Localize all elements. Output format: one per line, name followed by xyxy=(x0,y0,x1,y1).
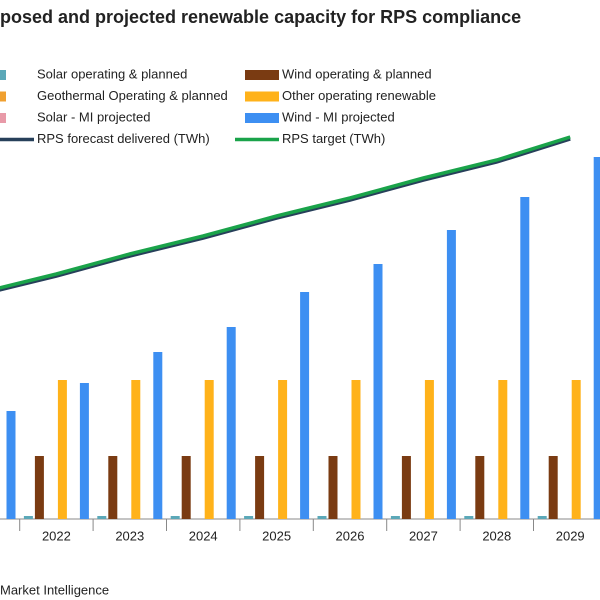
bar xyxy=(537,516,547,519)
legend-swatch xyxy=(245,113,279,123)
line xyxy=(0,137,571,292)
bar xyxy=(181,456,191,519)
legend-swatch xyxy=(0,91,6,102)
bar xyxy=(204,380,214,519)
chart-title: posed and projected renewable capacity f… xyxy=(0,7,521,27)
legend-label: RPS forecast delivered (TWh) xyxy=(37,131,210,146)
x-tick-label: 2029 xyxy=(556,528,585,543)
bar xyxy=(464,516,474,519)
bar xyxy=(548,456,558,519)
bar xyxy=(97,516,107,519)
bar xyxy=(328,456,338,519)
bar xyxy=(571,380,581,519)
bar xyxy=(475,456,485,519)
x-tick-label: 2028 xyxy=(482,528,511,543)
bar xyxy=(520,197,530,519)
bar xyxy=(351,380,361,519)
legend-label: Solar operating & planned xyxy=(37,66,187,81)
bar xyxy=(498,380,508,519)
x-tick-label: 2023 xyxy=(115,528,144,543)
source: Market Intelligence xyxy=(0,582,109,597)
bar xyxy=(255,456,265,519)
legend-label: Solar - MI projected xyxy=(37,109,150,124)
legend-label: Other operating renewable xyxy=(282,88,436,103)
bar xyxy=(6,411,16,519)
bar xyxy=(57,380,67,519)
bar xyxy=(593,157,600,519)
bar xyxy=(424,380,434,519)
legend-label: Wind - MI projected xyxy=(282,109,395,124)
bar xyxy=(373,264,383,519)
x-tick-label: 2022 xyxy=(42,528,71,543)
x-tick-label: 2026 xyxy=(336,528,365,543)
legend-label: Geothermal Operating & planned xyxy=(37,88,228,103)
legend-label: RPS target (TWh) xyxy=(282,131,385,146)
bar xyxy=(226,327,236,519)
x-tick-label: 2027 xyxy=(409,528,438,543)
bar xyxy=(446,230,456,519)
bar xyxy=(390,516,400,519)
bar xyxy=(34,456,44,519)
legend-swatch xyxy=(245,91,279,102)
bar xyxy=(300,292,310,519)
bar xyxy=(401,456,411,519)
line xyxy=(0,135,571,290)
bar xyxy=(131,380,141,519)
bar xyxy=(170,516,180,519)
legend-swatch xyxy=(0,70,6,80)
x-tick-label: 2025 xyxy=(262,528,291,543)
bar xyxy=(108,456,118,519)
bar xyxy=(278,380,288,519)
legend-swatch xyxy=(245,70,279,80)
bar xyxy=(153,352,163,519)
legend-swatch xyxy=(0,113,6,123)
legend-label: Wind operating & planned xyxy=(282,66,432,81)
bar xyxy=(317,516,327,519)
bar xyxy=(244,516,254,519)
x-tick-label: 2024 xyxy=(189,528,218,543)
bar xyxy=(79,383,89,519)
bar xyxy=(23,516,33,519)
